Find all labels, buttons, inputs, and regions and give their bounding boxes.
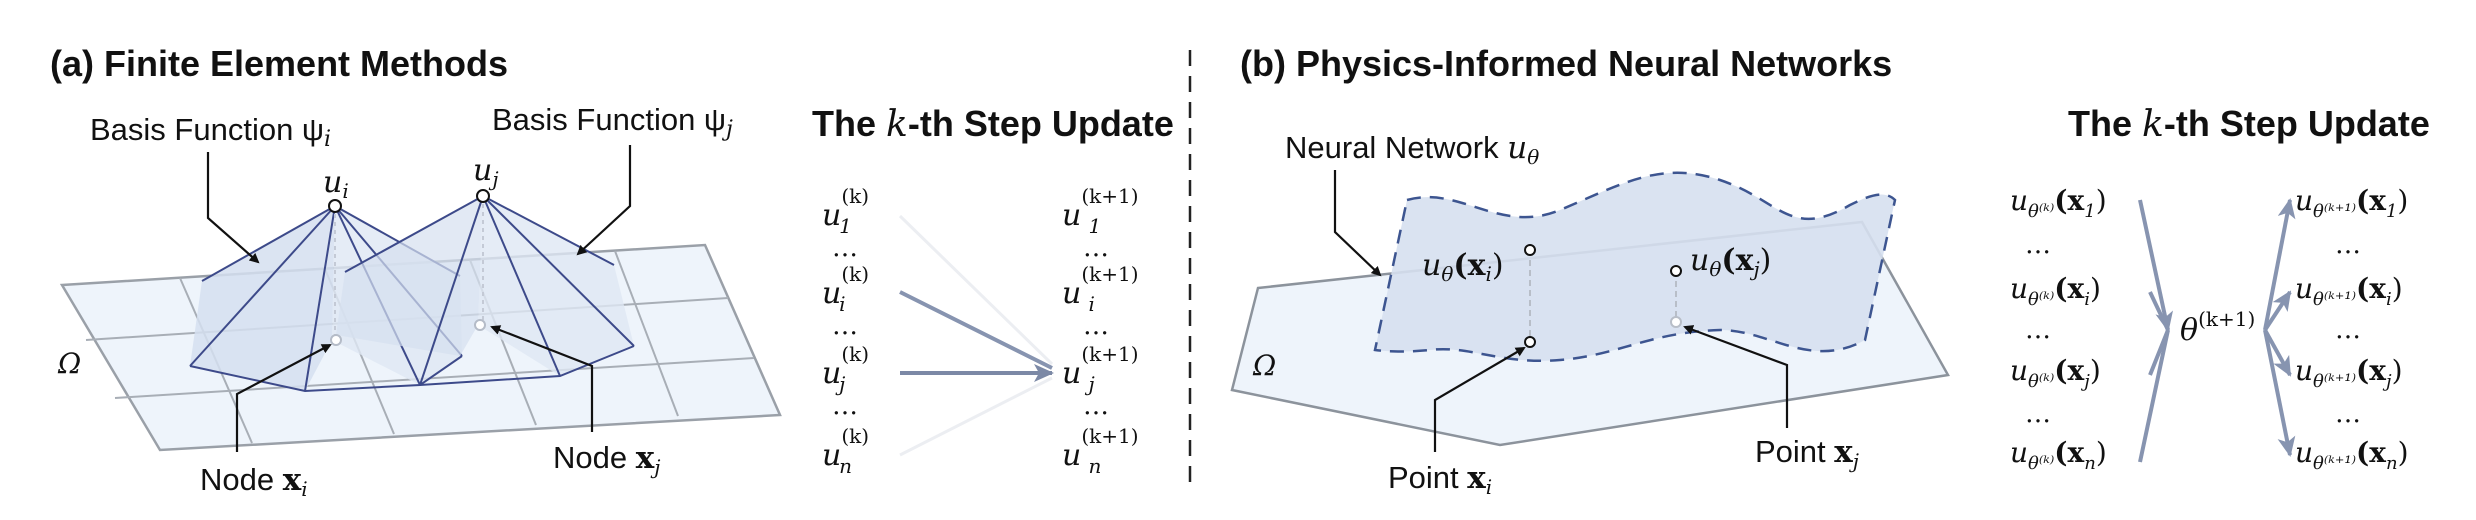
pinn-right-ellipsis: …: [2335, 315, 2361, 345]
pinn-right-term: uθ⁽ᵏ⁺¹⁾(xj): [2295, 354, 2403, 392]
node-xi-marker: [330, 334, 342, 346]
fem-left-term: u(k) 1: [822, 184, 869, 238]
pinn-right-ellipsis: …: [2335, 399, 2361, 429]
fem-update-diagram: [898, 214, 1054, 457]
u-i-label: ui: [323, 165, 349, 203]
fem-arrow-n: [899, 376, 1053, 457]
ut-xi-marker: [1524, 244, 1536, 256]
pinn-right-term: uθ⁽ᵏ⁺¹⁾(xi): [2295, 272, 2403, 310]
pinn-leader-lines: [1333, 170, 1789, 452]
panel-b-title: (b) Physics-Informed Neural Networks: [1240, 43, 1892, 84]
ut-xi-label: uθ(xi): [1422, 248, 1504, 286]
pinn-left-ellipsis: …: [2025, 230, 2051, 260]
fem-left-term: u(k) j: [822, 342, 869, 396]
pinn-left-term: uθ⁽ᵏ⁾(xi): [2010, 272, 2101, 310]
fem-update-terms: u(k) 1 u(k) i u(k) j u(k) n u(k+1) 1 u(k+1) i u(k+1)…: [822, 184, 1139, 478]
pinn-left-term: uθ⁽ᵏ⁾(xj): [2010, 354, 2101, 392]
pinn-out-arrow: [2263, 329, 2296, 457]
node-xi-label: Node xi: [200, 462, 308, 501]
fem-arrow-1: [898, 214, 1054, 366]
node-xj-marker: [474, 319, 486, 331]
fem-left-term: u(k) i: [822, 262, 869, 316]
pinn-out-arrow: [2263, 290, 2292, 332]
ut-xj-marker: [1670, 265, 1682, 277]
fem-right-term: u(k+1) n: [1062, 424, 1139, 478]
fem-arrow-i: [899, 290, 1053, 370]
fem-update-title: The k-th Step Update: [812, 103, 1174, 145]
pinn-out-arrow: [2263, 198, 2296, 331]
node-xj-label: Node xj: [553, 440, 660, 479]
pinn-right-term: uθ⁽ᵏ⁺¹⁾(xn): [2295, 436, 2409, 474]
point-xj-label: Point xj: [1755, 434, 1859, 473]
fem-left-term: u(k) n: [822, 424, 869, 478]
pinn-right-ellipsis: …: [2335, 230, 2361, 260]
fem-left-ellipsis: …: [832, 233, 858, 263]
theta-center-label: θ(k+1): [2180, 307, 2255, 348]
pinn-right-term: uθ⁽ᵏ⁺¹⁾(x1): [2295, 184, 2408, 222]
ut-xj-label: uθ(xj): [1690, 243, 1771, 281]
point-xj-marker: [1670, 316, 1682, 328]
point-xi-label: Point xi: [1388, 460, 1492, 499]
fem-right-term: u(k+1) i: [1062, 262, 1139, 316]
fem-left-ellipsis: …: [832, 311, 858, 341]
fem-domain-omega: Ω: [57, 347, 81, 380]
pinn-left-term: uθ⁽ᵏ⁾(xn): [2010, 436, 2107, 474]
basis-function-j-label: Basis Function ψj: [492, 102, 733, 142]
pinn-in-arrow: [2138, 329, 2170, 463]
u-i-node-top: [328, 199, 342, 213]
pinn-in-arrow: [2148, 291, 2170, 331]
point-xi-marker: [1524, 336, 1536, 348]
neural-network-surface: [1373, 171, 1897, 363]
u-j-label: uj: [473, 153, 499, 191]
fem-right-term: u(k+1) 1: [1062, 184, 1139, 238]
pinn-update-title: The k-th Step Update: [2068, 103, 2430, 145]
neural-network-label: Neural Network uθ: [1285, 130, 1539, 169]
basis-function-i-label: Basis Function ψi: [90, 112, 331, 152]
pinn-left-ellipsis: …: [2025, 399, 2051, 429]
fem-right-ellipsis: …: [1083, 311, 1109, 341]
pinn-left-ellipsis: …: [2025, 315, 2051, 345]
basis-pyramid-j: [336, 195, 635, 386]
fem-right-ellipsis: …: [1083, 391, 1109, 421]
pinn-in-arrow: [2138, 199, 2174, 332]
fem-leader-lines: [206, 145, 632, 452]
fem-right-ellipsis: …: [1083, 233, 1109, 263]
fem-right-term: u(k+1) j: [1062, 342, 1139, 396]
pinn-left-term: uθ⁽ᵏ⁾(x1): [2010, 184, 2107, 222]
pinn-domain-omega: Ω: [1252, 349, 1276, 382]
pinn-update-diagram: uθ⁽ᵏ⁾(x1) uθ⁽ᵏ⁾(xi) uθ⁽ᵏ⁾(xj) uθ⁽ᵏ⁾(xn) uθ⁽ᵏ…: [2010, 184, 2409, 474]
fem-left-ellipsis: …: [832, 391, 858, 421]
u-j-node-top: [476, 189, 490, 203]
pinn-out-arrow: [2263, 329, 2292, 377]
panel-a-title: (a) Finite Element Methods: [50, 43, 508, 84]
